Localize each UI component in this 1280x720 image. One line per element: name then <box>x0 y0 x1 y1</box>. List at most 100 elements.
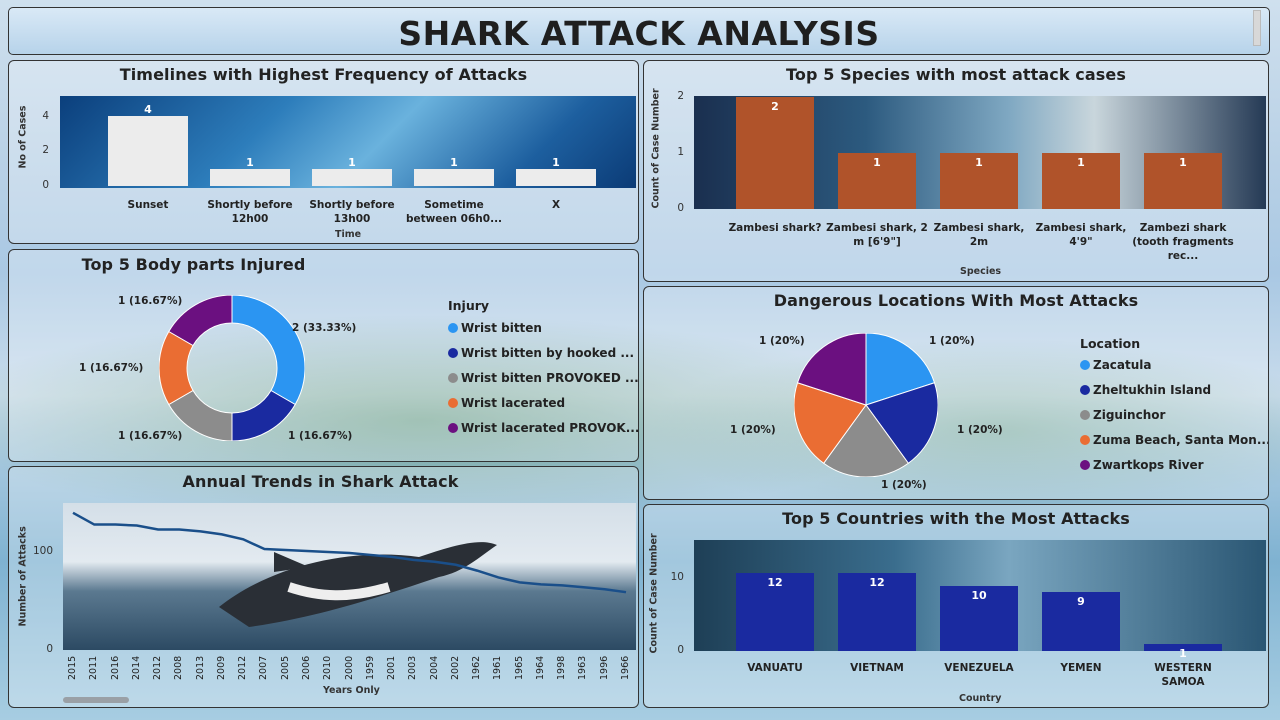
bar <box>1042 592 1120 651</box>
year-label: 2013 <box>194 655 206 680</box>
category-label: Zambesi shark, 2m <box>933 222 1025 248</box>
data-label: 1 <box>1077 156 1085 169</box>
year-label: 2003 <box>407 655 419 680</box>
year-label: 2014 <box>130 655 142 680</box>
year-label: 2001 <box>386 655 398 680</box>
legend-item: Zacatula <box>1080 358 1152 372</box>
legend-item: Zheltukhin Island <box>1080 383 1211 397</box>
slice-label: 1 (20%) <box>929 335 975 347</box>
year-label: 2006 <box>300 655 312 680</box>
category-label: VANUATU <box>747 662 803 674</box>
y-tick: 0 <box>677 202 684 214</box>
year-label: 1964 <box>534 655 546 680</box>
legend-swatch <box>1080 410 1090 420</box>
legend-swatch <box>448 323 458 333</box>
year-label: 2000 <box>343 655 355 680</box>
bar <box>108 116 188 186</box>
category-label: Zambesi shark? <box>728 222 822 234</box>
slice-label: 1 (16.67%) <box>118 295 183 307</box>
category-label: Sunset <box>127 199 169 211</box>
legend-item: Wrist bitten by hooked ... <box>448 346 634 360</box>
category-label: WESTERN SAMOA <box>1154 662 1212 688</box>
species-ylabel: Count of Case Number <box>650 88 662 209</box>
category-label: VIETNAM <box>850 662 904 674</box>
data-label: 1 <box>1179 647 1187 661</box>
category-label: Sometime between 06h0... <box>405 199 503 225</box>
legend-label: Ziguinchor <box>1093 408 1166 422</box>
year-label: 1961 <box>492 655 504 680</box>
legend-label: Zacatula <box>1093 358 1152 372</box>
category-label: Zambesi shark, 4'9" <box>1035 222 1127 248</box>
timelines-xlabel: Time <box>335 229 362 240</box>
bar <box>312 168 392 186</box>
category-label: Shortly before 12h00 <box>207 199 293 225</box>
year-label: 1966 <box>620 655 631 680</box>
year-label: 2005 <box>279 655 291 680</box>
pie-slice <box>865 382 938 464</box>
legend-label: Zheltukhin Island <box>1093 383 1212 397</box>
category-label: Zambesi shark, 2 m [6'9"] <box>826 222 928 248</box>
year-label: 2004 <box>428 655 440 680</box>
legend-label: Zuma Beach, Santa Mon... <box>1093 433 1269 447</box>
legend-swatch <box>1080 435 1090 445</box>
y-tick: 0 <box>677 644 684 656</box>
slice-label: 1 (16.67%) <box>79 362 144 374</box>
category-label: X <box>551 199 561 211</box>
bar <box>1144 644 1222 651</box>
whale-shape <box>219 542 497 627</box>
legend-item: Ziguinchor <box>1080 408 1165 422</box>
legend-label: Wrist bitten PROVOKED ... <box>461 371 639 385</box>
species-title: Top 5 Species with most attack cases <box>786 65 1126 84</box>
scrollbar-thumb[interactable] <box>1253 10 1261 46</box>
countries-panel: Top 5 Countries with the Most Attacks Co… <box>643 504 1269 708</box>
pie-slice <box>865 333 936 406</box>
horizontal-scrollbar[interactable] <box>63 697 129 703</box>
annual-ylabel: Number of Attacks <box>17 526 29 627</box>
year-label: 2016 <box>109 655 121 680</box>
bar <box>940 153 1018 209</box>
data-label: 1 <box>246 155 254 169</box>
legend-swatch <box>448 373 458 383</box>
y-tick: 1 <box>677 146 684 158</box>
countries-xlabel: Country <box>959 693 1002 704</box>
countries-ylabel: Count of Case Number <box>648 533 660 654</box>
bar <box>940 585 1018 651</box>
slice-label: 1 (20%) <box>957 424 1003 436</box>
legend-item: Zwartkops River <box>1080 458 1204 472</box>
pie-slice <box>822 404 910 477</box>
category-label: YEMEN <box>1060 662 1102 674</box>
data-label: 1 <box>1179 156 1187 169</box>
pie-slice <box>168 295 233 347</box>
bar <box>1144 153 1222 209</box>
bar <box>516 168 596 186</box>
pie-slice <box>796 333 867 406</box>
timelines-ylabel: No of Cases <box>17 105 29 169</box>
data-label: 1 <box>873 156 881 169</box>
legend-swatch <box>448 398 458 408</box>
year-label: 2009 <box>215 655 227 680</box>
year-label: 2015 <box>67 655 78 680</box>
legend-swatch <box>1080 460 1090 470</box>
legend-item: Wrist bitten PROVOKED ... <box>448 371 639 385</box>
year-label: 2012 <box>152 655 164 680</box>
data-label: 1 <box>450 155 458 169</box>
y-tick: 0 <box>42 179 49 191</box>
locations-title: Dangerous Locations With Most Attacks <box>773 291 1139 310</box>
bar <box>210 168 290 186</box>
data-label: 1 <box>975 156 983 169</box>
pie-slice <box>231 295 305 406</box>
legend-label: Zwartkops River <box>1093 458 1204 472</box>
year-label: 2010 <box>322 655 334 680</box>
legend-item: Zuma Beach, Santa Mon... <box>1080 433 1269 447</box>
page-title: SHARK ATTACK ANALYSIS <box>398 14 880 53</box>
body-parts-panel: Top 5 Body parts Injured 2 (33.33%) 1 (16… <box>8 249 639 462</box>
data-label: 12 <box>767 575 783 589</box>
year-label: 1959 <box>364 655 376 680</box>
data-label: 4 <box>144 103 152 116</box>
timelines-panel: Timelines with Highest Frequency of Atta… <box>8 60 639 244</box>
annual-trends-title: Annual Trends in Shark Attack <box>182 472 459 491</box>
pie-slice <box>231 389 296 441</box>
y-tick: 2 <box>677 90 684 102</box>
pie-slice <box>794 382 867 464</box>
year-label: 1962 <box>471 655 483 680</box>
